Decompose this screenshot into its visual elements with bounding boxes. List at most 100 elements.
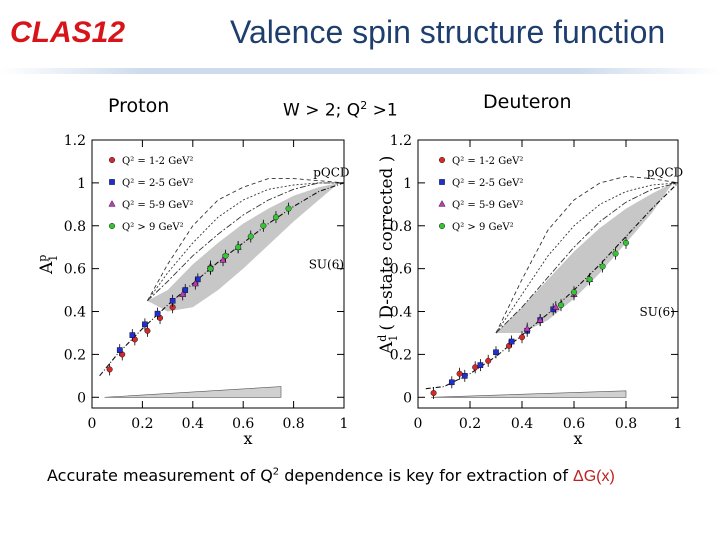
deuteron-plot-frame: [417, 139, 679, 409]
deuteron-data-point: [523, 324, 531, 332]
proton-x-tick-label: 0.4: [182, 416, 204, 432]
proton-legend-marker: [108, 200, 116, 207]
proton-chart: 0 0.2 0.4 0.6 0.8 1 0 0.2 0.4 0.6 0.8 1 1.2 x Ap1 pQCD S…: [36, 133, 350, 448]
proton-x-tick-label: 0.6: [232, 416, 254, 432]
proton-y-tick-label: 0.6: [64, 262, 86, 278]
proton-data-point: [179, 290, 187, 297]
deuteron-legend-marker: [439, 179, 445, 185]
deuteron-data-point: [456, 370, 463, 377]
proton-legend-marker: [108, 222, 115, 229]
proton-data-point: [154, 310, 161, 317]
deuteron-model-curve-2: [495, 182, 679, 334]
kinematics-pre: W > 2; Q: [283, 100, 361, 121]
deuteron-legend-label: Q² > 9 GeV²: [452, 222, 514, 233]
deuteron-y-tick-label: 0.2: [390, 347, 412, 363]
deuteron-model-curve-3: [495, 182, 679, 334]
deuteron-legend-marker: [438, 200, 446, 207]
proton-legend-marker: [109, 179, 115, 185]
proton-data-point: [247, 233, 254, 240]
deuteron-data-point: [558, 302, 565, 309]
deuteron-model-curve-1: [495, 175, 679, 334]
proton-legend-label: Q² = 2-5 GeV²: [122, 178, 193, 189]
proton-y-tick-label: 0.4: [64, 305, 86, 321]
deuteron-data-point: [472, 364, 479, 371]
deuteron-systematic-band: [430, 390, 627, 398]
footer-mid: dependence is key for extraction of: [279, 466, 574, 485]
deuteron-data-point: [571, 289, 578, 296]
deuteron-legend-label: Q² = 1-2 GeV²: [452, 156, 523, 167]
deuteron-legend-marker: [439, 222, 446, 229]
deuteron-chart: 0 0.2 0.4 0.6 0.8 1 0 0.2 0.4 0.6 0.8 1 1.2 x Ad1( D-s…: [376, 133, 683, 448]
deuteron-data-point: [612, 250, 619, 257]
proton-data-point: [106, 366, 113, 373]
proton-x-tick-label: 0.2: [131, 416, 153, 432]
deuteron-x-tick-label: 0.2: [459, 416, 481, 432]
deuteron-y-tick-label: 0.4: [390, 305, 412, 321]
deuteron-x-tick-label: 0.4: [511, 416, 533, 432]
deuteron-x-axis-title: x: [573, 429, 582, 448]
deuteron-data-point: [493, 349, 499, 356]
proton-data-point: [116, 347, 123, 353]
proton-legend-label: Q² = 5-9 GeV²: [122, 200, 193, 211]
proton-y-tick-label: 0: [77, 390, 86, 406]
proton-data-point: [272, 214, 279, 221]
deuteron-x-tick-label: 0.8: [615, 416, 637, 432]
deuteron-data-point: [586, 276, 593, 283]
slide-title: Valence spin structure function: [230, 14, 666, 50]
proton-x-tick-label: 1: [340, 416, 349, 432]
proton-label: Proton: [108, 95, 170, 117]
proton-model-curve-3: [147, 182, 344, 302]
proton-data-point: [129, 332, 136, 338]
deuteron-fit-curve: [425, 182, 679, 390]
deuteron-data-point: [449, 379, 455, 386]
footer-pre: Accurate measurement of Q: [47, 466, 273, 485]
deuteron-annotation: SU(6): [640, 305, 675, 319]
proton-annotation: SU(6): [309, 258, 344, 272]
deuteron-annotation: pQCD: [647, 165, 683, 179]
proton-legend-marker: [108, 156, 115, 163]
proton-y-tick-label: 1: [77, 176, 86, 192]
proton-data-point: [169, 298, 176, 304]
proton-data-point: [207, 265, 214, 272]
kinematics-post: >1: [367, 100, 398, 121]
deuteron-y-tick-label: 1: [403, 176, 412, 192]
kinematics-exp: 2: [360, 99, 368, 112]
proton-plot-frame: [91, 139, 345, 409]
deuteron-data-point: [519, 334, 526, 341]
proton-x-tick-label: 0.8: [282, 416, 304, 432]
proton-y-tick-label: 0.8: [64, 219, 86, 235]
deuteron-data-point: [599, 263, 606, 270]
deuteron-x-tick-label: 0: [414, 416, 423, 432]
deuteron-legend-label: Q² = 5-9 GeV²: [452, 200, 523, 211]
deuteron-legend-label: Q² = 2-5 GeV²: [452, 178, 523, 189]
deuteron-data-point: [536, 316, 544, 323]
footer-exp: 2: [272, 466, 280, 478]
proton-data-point: [142, 321, 148, 328]
proton-data-point: [219, 256, 227, 263]
deuteron-y-tick-label: 0.8: [390, 219, 412, 235]
deuteron-data-point: [462, 373, 468, 379]
deuteron-data-point: [552, 303, 560, 310]
proton-legend-label: Q² = 1-2 GeV²: [122, 156, 193, 167]
deuteron-data-point: [485, 357, 492, 364]
deuteron-data-point: [623, 239, 630, 246]
deuteron-legend-marker: [439, 156, 446, 163]
proton-y-tick-label: 1.2: [64, 133, 86, 149]
deuteron-x-tick-label: 1: [674, 416, 683, 432]
deuteron-data-point: [430, 389, 437, 396]
deuteron-label: Deuteron: [483, 91, 572, 113]
clas12-logo: CLAS12: [10, 16, 126, 49]
proton-data-point: [144, 327, 151, 334]
proton-systematic-band: [104, 386, 282, 398]
deuteron-data-point: [477, 362, 484, 368]
proton-data-point: [235, 244, 242, 251]
deuteron-x-tick-label: 0.6: [563, 416, 585, 432]
deuteron-y-tick-label: 0.6: [390, 262, 412, 278]
proton-x-tick-label: 0: [88, 416, 97, 432]
proton-model-curve-1: [147, 178, 345, 302]
proton-annotation: pQCD: [313, 165, 349, 179]
proton-model-curve-2: [147, 182, 344, 302]
footer-caption: Accurate measurement of Q2 dependence is…: [47, 466, 615, 486]
proton-data-point: [222, 252, 229, 259]
proton-data-point: [260, 222, 267, 229]
